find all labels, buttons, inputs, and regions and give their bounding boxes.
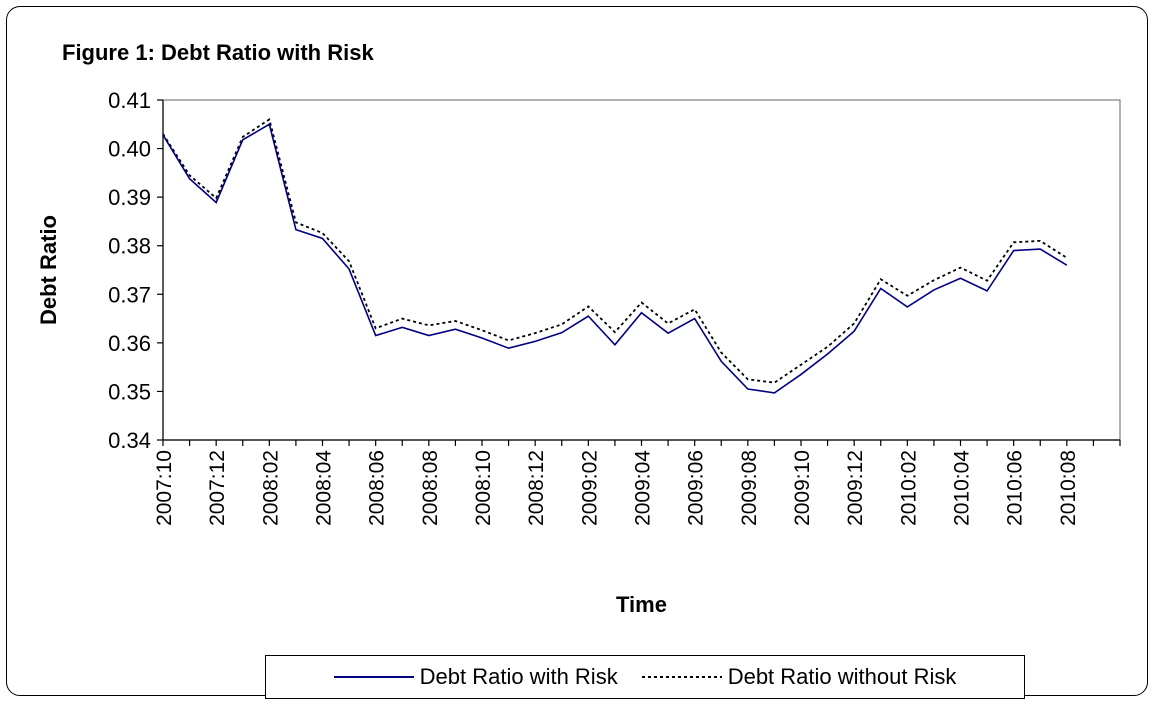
x-tick-label: 2008:10 [472, 450, 495, 526]
legend-label-with-risk: Debt Ratio with Risk [419, 664, 618, 689]
series-line-without-risk [162, 117, 1068, 384]
x-axis-title: Time [616, 592, 667, 617]
x-tick-label: 2009:12 [844, 450, 867, 526]
y-tick-label: 0.41 [108, 88, 151, 113]
y-tick-label: 0.37 [108, 282, 151, 307]
legend-item-with-risk: Debt Ratio with Risk [333, 664, 618, 690]
x-tick-label: 2009:02 [578, 450, 601, 526]
legend-label-without-risk: Debt Ratio without Risk [727, 664, 957, 689]
x-tick-label: 2009:06 [685, 450, 708, 526]
x-tick-label: 2008:04 [313, 450, 336, 526]
legend-swatch-solid [333, 676, 414, 678]
y-tick-label: 0.34 [108, 428, 151, 453]
x-tick-label: 2009:08 [738, 450, 761, 526]
chart-frame [6, 6, 1148, 696]
y-tick-label: 0.36 [108, 331, 151, 356]
x-tick-label: 2008:06 [366, 450, 389, 526]
x-tick-label: 2009:04 [632, 450, 655, 526]
x-tick-label: 2009:10 [791, 450, 814, 526]
x-tick-label: 2007:12 [206, 450, 229, 526]
legend: Debt Ratio with Risk Debt Ratio without … [265, 655, 1025, 699]
y-tick-label: 0.40 [108, 137, 151, 162]
x-tick-label: 2007:10 [153, 450, 176, 526]
x-tick-label: 2010:04 [951, 450, 974, 526]
x-tick-label: 2010:02 [897, 450, 920, 526]
plot-border [162, 99, 1121, 441]
x-tick-label: 2010:06 [1004, 450, 1027, 526]
y-tick-label: 0.38 [108, 234, 151, 259]
x-tick-label: 2008:12 [525, 450, 548, 526]
x-tick-label: 2008:02 [259, 450, 282, 526]
chart-title: Figure 1: Debt Ratio with Risk [62, 40, 374, 65]
legend-item-without-risk: Debt Ratio without Risk [641, 664, 957, 690]
x-tick-label: 2008:08 [419, 450, 442, 526]
y-axis-title: Debt Ratio [36, 215, 61, 325]
y-tick-label: 0.39 [108, 185, 151, 210]
series-line-with-risk [162, 123, 1068, 394]
legend-swatch-dotted [641, 676, 722, 678]
x-tick-label: 2010:08 [1057, 450, 1080, 526]
y-tick-label: 0.35 [108, 379, 151, 404]
